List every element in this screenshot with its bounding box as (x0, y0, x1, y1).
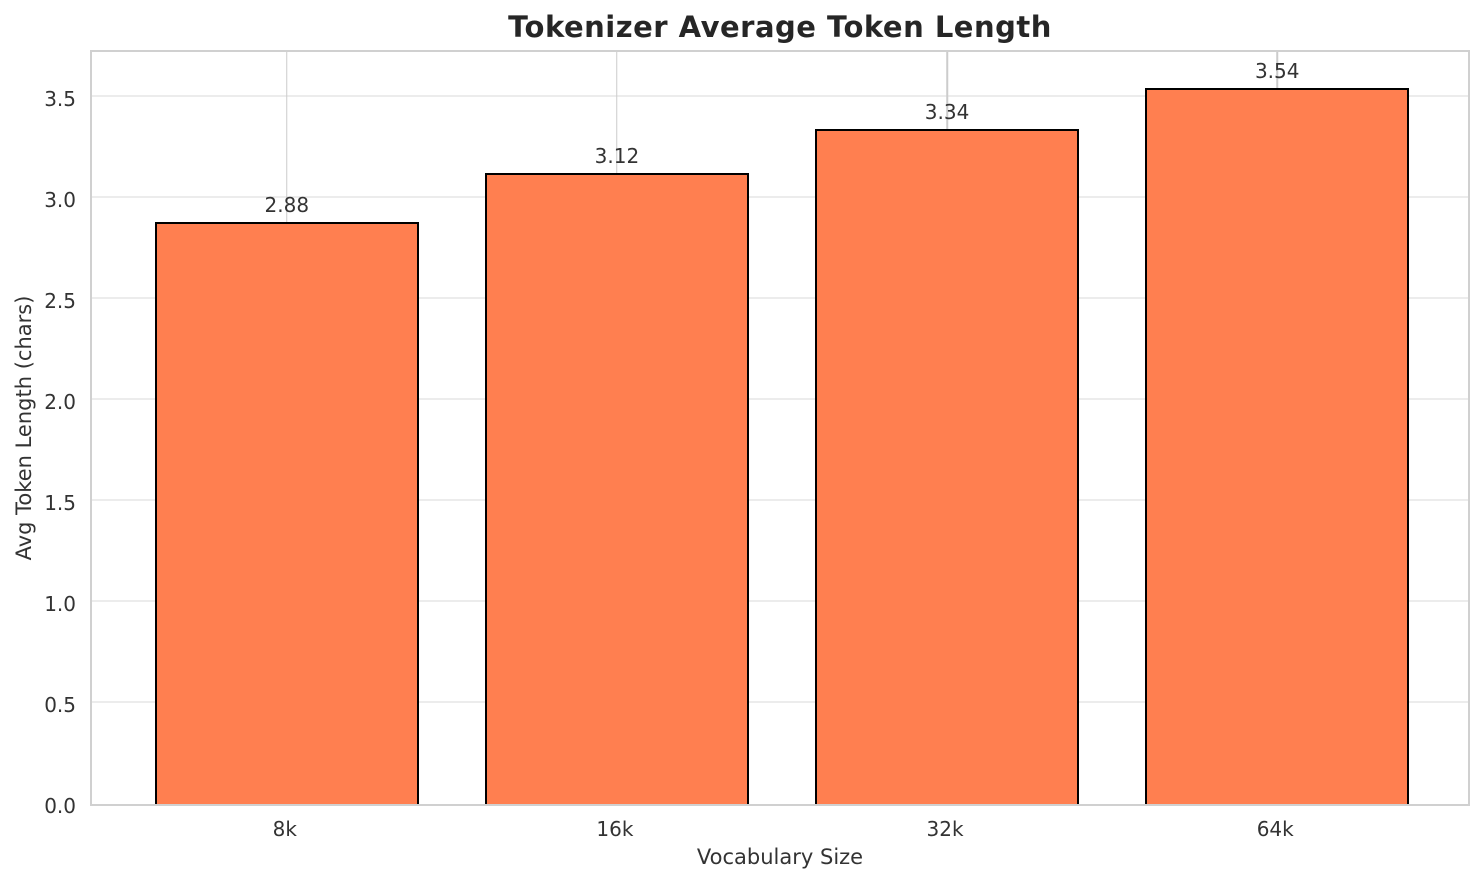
h-gridline (92, 297, 1468, 299)
bar-value-label: 3.54 (1254, 59, 1300, 84)
h-gridline (92, 95, 1468, 97)
x-tick-label: 32k (926, 817, 964, 841)
y-tick-label: 1.0 (44, 591, 76, 616)
bar-32k (815, 128, 1080, 804)
y-axis-label: Avg Token Length (chars) (12, 295, 36, 561)
y-tick-label: 0.0 (44, 794, 76, 818)
y-tick-label: 0.5 (44, 692, 76, 717)
bar-8k (154, 221, 419, 804)
x-tick-label: 16k (596, 817, 634, 841)
y-tick-label: 2.5 (44, 288, 76, 313)
y-tick-label: 1.5 (44, 490, 76, 515)
h-gridline (92, 196, 1468, 198)
plot-area: 2.88 3.12 3.34 3.54 (90, 50, 1470, 806)
h-gridline (92, 499, 1468, 501)
x-axis-label: Vocabulary Size (696, 845, 864, 869)
bar-value-label: 2.88 (264, 192, 310, 217)
chart-title: Tokenizer Average Token Length (508, 10, 1052, 44)
h-gridline (92, 600, 1468, 602)
bar-64k (1145, 88, 1410, 804)
x-tick-label: 64k (1256, 817, 1294, 841)
y-tick-label: 3.0 (44, 187, 76, 212)
bar-value-label: 3.12 (594, 144, 640, 169)
bar-16k (484, 173, 749, 804)
x-tick-label: 8k (272, 817, 297, 841)
h-gridline (92, 701, 1468, 703)
h-gridline (92, 398, 1468, 400)
bar-value-label: 3.34 (924, 99, 970, 124)
y-tick-label: 3.5 (44, 86, 76, 111)
y-tick-label: 2.0 (44, 389, 76, 414)
